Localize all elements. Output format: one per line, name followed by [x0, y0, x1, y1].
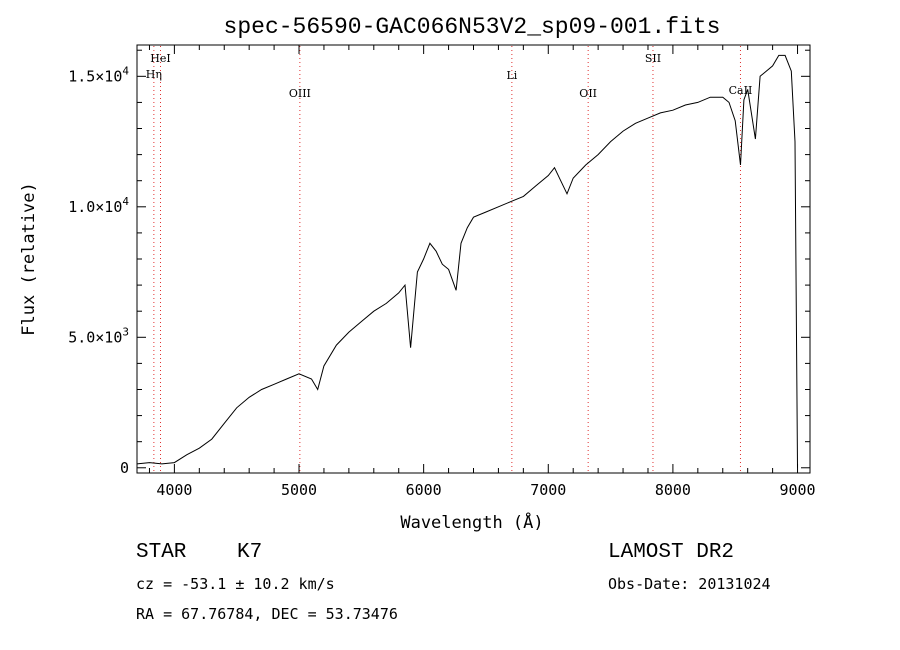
object-class: STAR: [136, 541, 187, 564]
x-tick-label: 4000: [156, 481, 192, 499]
spectral-line-label: Li: [506, 69, 517, 82]
y-tick-label: 1.0×104: [68, 195, 129, 216]
coordinates: RA = 67.76784, DEC = 53.73476: [136, 605, 398, 623]
spectral-line-label: SII: [645, 52, 661, 65]
x-tick-label: 9000: [779, 481, 815, 499]
survey-name: LAMOST DR2: [608, 541, 735, 564]
spectral-subclass: K7: [237, 541, 263, 564]
spectrum-series-line: [136, 54, 798, 468]
chart-title: spec-56590-GAC066N53V2_sp09-001.fits: [224, 14, 721, 40]
y-tick-label: 1.5×104: [68, 64, 129, 85]
observation-date: Obs-Date: 20131024: [608, 575, 771, 593]
spectral-line-label: HeI: [150, 52, 170, 65]
x-tick-label: 7000: [530, 481, 566, 499]
y-axis-label: Flux (relative): [19, 182, 39, 336]
redshift-cz: cz = -53.1 ± 10.2 km/s: [136, 575, 335, 593]
x-tick-label: 8000: [655, 481, 691, 499]
y-tick-label: 0: [120, 459, 129, 477]
x-tick-label: 5000: [281, 481, 317, 499]
y-tick-label: 5.0×103: [68, 325, 129, 346]
plot-frame: [136, 44, 811, 474]
spectral-line-label: Hη: [146, 68, 162, 81]
x-axis-label: Wavelength (Å): [400, 511, 543, 533]
spectral-line-label: OIII: [289, 87, 311, 100]
axis-ticks: 4000 5000 6000 7000 8000 9000 0 5.0×103 1.0×104 1…: [68, 45, 816, 499]
x-tick-label: 6000: [406, 481, 442, 499]
spectral-line-label: OII: [579, 87, 597, 100]
